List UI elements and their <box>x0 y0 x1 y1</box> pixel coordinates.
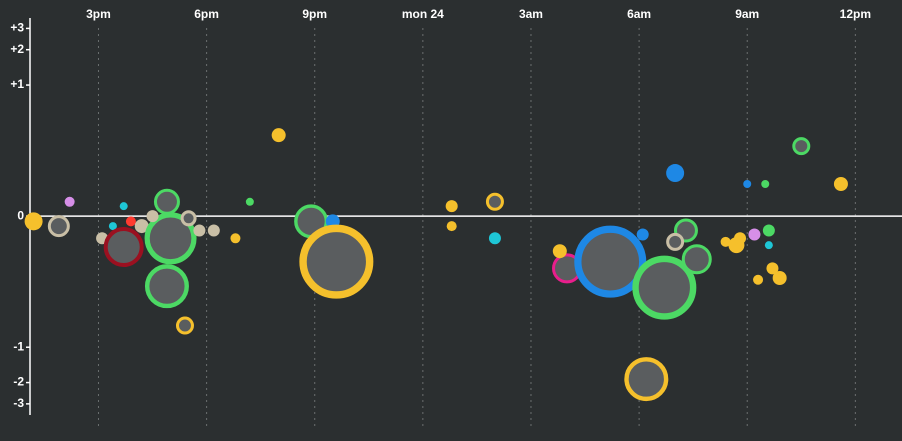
bubble <box>753 274 764 285</box>
photo-bubble <box>103 227 144 268</box>
bubble <box>552 244 567 259</box>
photo-bubble <box>180 210 197 227</box>
bubble <box>245 197 254 206</box>
photo-bubble <box>624 357 669 402</box>
y-tick-label: -1 <box>13 339 24 353</box>
x-tick-label: mon 24 <box>402 7 444 21</box>
x-tick-label: 12pm <box>840 7 871 21</box>
bubble <box>764 241 773 250</box>
bubble <box>271 128 286 143</box>
bubble <box>666 164 685 183</box>
y-tick-label: -3 <box>13 396 24 410</box>
bubble <box>134 219 149 234</box>
bubble <box>762 224 775 237</box>
y-tick-label: +2 <box>10 42 24 56</box>
photo-bubble <box>144 212 197 265</box>
bubble <box>445 200 458 213</box>
photo-bubble <box>632 255 697 320</box>
photo-bubble <box>299 224 374 299</box>
bubble <box>108 222 117 231</box>
y-tick-label: +3 <box>10 21 24 35</box>
bubble <box>833 177 848 192</box>
photo-bubble <box>681 244 712 275</box>
bubble <box>772 270 787 285</box>
bubble <box>488 232 501 245</box>
y-tick-label: 0 <box>17 208 24 222</box>
bubble <box>24 212 43 231</box>
x-tick-label: 9am <box>735 7 759 21</box>
bubble <box>734 232 747 245</box>
bubble <box>743 180 752 189</box>
bubble <box>119 202 128 211</box>
photo-bubble <box>666 232 685 251</box>
bubble <box>761 180 770 189</box>
bubble <box>748 228 761 241</box>
photo-bubble <box>47 215 70 238</box>
bubble <box>125 216 136 227</box>
photo-bubble <box>175 316 194 335</box>
x-tick-label: 9pm <box>302 7 327 21</box>
bubble <box>230 233 241 244</box>
bubble <box>720 236 731 247</box>
bubble <box>193 224 206 237</box>
photo-bubble <box>485 192 504 211</box>
x-tick-label: 6pm <box>194 7 219 21</box>
x-tick-label: 3am <box>519 7 543 21</box>
y-tick-label: +1 <box>10 77 24 91</box>
bubble <box>766 262 779 275</box>
x-tick-label: 3pm <box>86 7 111 21</box>
bubble <box>64 196 75 207</box>
photo-bubble <box>144 264 189 309</box>
photo-bubble <box>574 225 647 298</box>
y-tick-label: -2 <box>13 375 24 389</box>
photo-bubble <box>153 188 180 215</box>
bubble <box>636 228 649 241</box>
bubble <box>446 221 457 232</box>
x-tick-label: 6am <box>627 7 651 21</box>
bubble <box>207 224 220 237</box>
bubble <box>146 210 159 223</box>
photo-bubble <box>792 137 811 156</box>
